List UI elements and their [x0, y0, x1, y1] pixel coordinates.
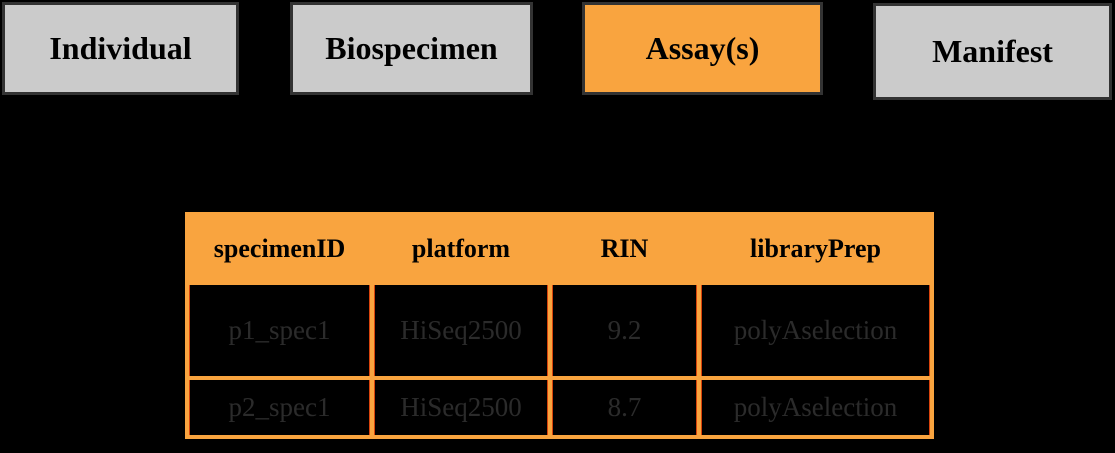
table-row: p1_spec1 HiSeq2500 9.2 polyAselection [185, 281, 934, 380]
cell-rin: 9.2 [548, 281, 701, 380]
tab-individual[interactable]: Individual [2, 2, 239, 95]
column-header-platform: platform [370, 212, 552, 285]
cell-specimen-id: p2_spec1 [185, 376, 374, 439]
cell-library-prep: polyAselection [697, 376, 934, 439]
cell-specimen-id: p1_spec1 [185, 281, 374, 380]
column-header-rin: RIN [548, 212, 701, 285]
assay-metadata-table: specimenID platform RIN libraryPrep p1_s… [185, 212, 934, 439]
tab-manifest[interactable]: Manifest [873, 3, 1112, 100]
cell-rin: 8.7 [548, 376, 701, 439]
cell-library-prep: polyAselection [697, 281, 934, 380]
column-header-specimen-id: specimenID [185, 212, 374, 285]
cell-platform: HiSeq2500 [370, 376, 552, 439]
tab-biospecimen[interactable]: Biospecimen [290, 2, 533, 95]
column-header-library-prep: libraryPrep [697, 212, 934, 285]
table-row: p2_spec1 HiSeq2500 8.7 polyAselection [185, 376, 934, 439]
table-header-row: specimenID platform RIN libraryPrep [185, 212, 934, 285]
tab-assays[interactable]: Assay(s) [582, 2, 823, 95]
cell-platform: HiSeq2500 [370, 281, 552, 380]
